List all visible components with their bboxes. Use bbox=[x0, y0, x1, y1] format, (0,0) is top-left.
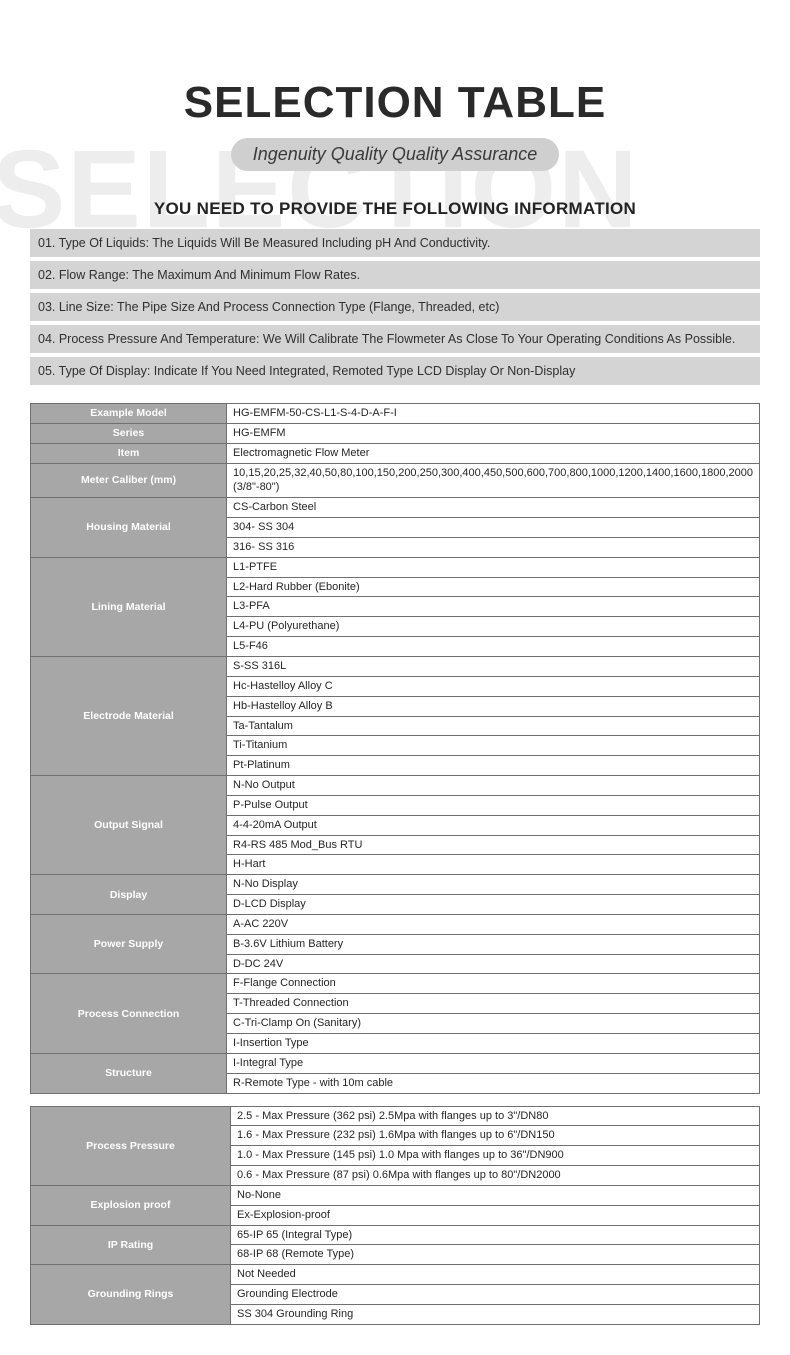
spec-value: 316- SS 316 bbox=[227, 537, 760, 557]
table-row: Process ConnectionF-Flange Connection bbox=[31, 974, 760, 994]
table-row: Power SupplyA-AC 220V bbox=[31, 914, 760, 934]
info-row: 01. Type Of Liquids: The Liquids Will Be… bbox=[30, 229, 760, 257]
spec-value: 2.5 - Max Pressure (362 psi) 2.5Mpa with… bbox=[231, 1106, 760, 1126]
table-row: Process Pressure2.5 - Max Pressure (362 … bbox=[31, 1106, 760, 1126]
spec-value: B-3.6V Lithium Battery bbox=[227, 934, 760, 954]
spec-value: R4-RS 485 Mod_Bus RTU bbox=[227, 835, 760, 855]
specification-table-1: Example ModelHG-EMFM-50-CS-L1-S-4-D-A-F-… bbox=[30, 403, 760, 1094]
spec-value: 304- SS 304 bbox=[227, 518, 760, 538]
table-row: ItemElectromagnetic Flow Meter bbox=[31, 443, 760, 463]
spec-value: No-None bbox=[231, 1185, 760, 1205]
spec-value: L4-PU (Polyurethane) bbox=[227, 617, 760, 637]
table-row: Lining MaterialL1-PTFE bbox=[31, 557, 760, 577]
info-row: 05. Type Of Display: Indicate If You Nee… bbox=[30, 357, 760, 385]
table-row: DisplayN-No Display bbox=[31, 875, 760, 895]
spec-value: F-Flange Connection bbox=[227, 974, 760, 994]
spec-value: 10,15,20,25,32,40,50,80,100,150,200,250,… bbox=[227, 463, 760, 498]
spec-label: Item bbox=[31, 443, 227, 463]
spec-label: Power Supply bbox=[31, 914, 227, 974]
spec-label: Display bbox=[31, 875, 227, 915]
table-row: Housing MaterialCS-Carbon Steel bbox=[31, 498, 760, 518]
spec-value: SS 304 Grounding Ring bbox=[231, 1304, 760, 1324]
table-row: StructureI-Integral Type bbox=[31, 1053, 760, 1073]
spec-value: Ti-Titanium bbox=[227, 736, 760, 756]
info-list: 01. Type Of Liquids: The Liquids Will Be… bbox=[30, 229, 760, 385]
spec-value: Pt-Platinum bbox=[227, 756, 760, 776]
table-row: Explosion proofNo-None bbox=[31, 1185, 760, 1205]
spec-label: Electrode Material bbox=[31, 656, 227, 775]
info-row: 02. Flow Range: The Maximum And Minimum … bbox=[30, 261, 760, 289]
table-row: Grounding RingsNot Needed bbox=[31, 1265, 760, 1285]
spec-value: S-SS 316L bbox=[227, 656, 760, 676]
table-row: Example ModelHG-EMFM-50-CS-L1-S-4-D-A-F-… bbox=[31, 404, 760, 424]
spec-value: 65-IP 65 (Integral Type) bbox=[231, 1225, 760, 1245]
spec-value: P-Pulse Output bbox=[227, 795, 760, 815]
spec-value: C-Tri-Clamp On (Sanitary) bbox=[227, 1014, 760, 1034]
spec-label: Grounding Rings bbox=[31, 1265, 231, 1325]
spec-value: D-DC 24V bbox=[227, 954, 760, 974]
spec-label: Explosion proof bbox=[31, 1185, 231, 1225]
subtitle-pill: Ingenuity Quality Quality Assurance bbox=[231, 138, 559, 171]
spec-value: A-AC 220V bbox=[227, 914, 760, 934]
spec-value: 68-IP 68 (Remote Type) bbox=[231, 1245, 760, 1265]
spec-value: Not Needed bbox=[231, 1265, 760, 1285]
table-row: IP Rating65-IP 65 (Integral Type) bbox=[31, 1225, 760, 1245]
spec-value: L3-PFA bbox=[227, 597, 760, 617]
spec-label: Process Connection bbox=[31, 974, 227, 1053]
spec-value: CS-Carbon Steel bbox=[227, 498, 760, 518]
info-row: 03. Line Size: The Pipe Size And Process… bbox=[30, 293, 760, 321]
spec-value: R-Remote Type - with 10m cable bbox=[227, 1073, 760, 1093]
spec-label: Housing Material bbox=[31, 498, 227, 558]
spec-value: H-Hart bbox=[227, 855, 760, 875]
spec-label: Series bbox=[31, 423, 227, 443]
page-title: SELECTION TABLE bbox=[30, 78, 760, 128]
spec-label: Output Signal bbox=[31, 776, 227, 875]
spec-value: Ta-Tantalum bbox=[227, 716, 760, 736]
spec-value: I-Insertion Type bbox=[227, 1034, 760, 1054]
spec-label: IP Rating bbox=[31, 1225, 231, 1265]
spec-label: Lining Material bbox=[31, 557, 227, 656]
specification-table-2: Process Pressure2.5 - Max Pressure (362 … bbox=[30, 1106, 760, 1325]
spec-label: Structure bbox=[31, 1053, 227, 1093]
spec-value: L5-F46 bbox=[227, 637, 760, 657]
spec-value: D-LCD Display bbox=[227, 895, 760, 915]
spec-value: Ex-Explosion-proof bbox=[231, 1205, 760, 1225]
spec-value: HG-EMFM bbox=[227, 423, 760, 443]
spec-value: I-Integral Type bbox=[227, 1053, 760, 1073]
spec-value: Grounding Electrode bbox=[231, 1285, 760, 1305]
spec-value: L2-Hard Rubber (Ebonite) bbox=[227, 577, 760, 597]
spec-value: T-Threaded Connection bbox=[227, 994, 760, 1014]
spec-value: 1.6 - Max Pressure (232 psi) 1.6Mpa with… bbox=[231, 1126, 760, 1146]
spec-label: Process Pressure bbox=[31, 1106, 231, 1185]
spec-value: 1.0 - Max Pressure (145 psi) 1.0 Mpa wit… bbox=[231, 1146, 760, 1166]
spec-value: Hb-Hastelloy Alloy B bbox=[227, 696, 760, 716]
section-heading: YOU NEED TO PROVIDE THE FOLLOWING INFORM… bbox=[30, 199, 760, 219]
spec-label: Example Model bbox=[31, 404, 227, 424]
table-row: Output SignalN-No Output bbox=[31, 776, 760, 796]
info-row: 04. Process Pressure And Temperature: We… bbox=[30, 325, 760, 353]
table-row: Electrode MaterialS-SS 316L bbox=[31, 656, 760, 676]
table-row: SeriesHG-EMFM bbox=[31, 423, 760, 443]
spec-value: N-No Display bbox=[227, 875, 760, 895]
spec-value: 4-4-20mA Output bbox=[227, 815, 760, 835]
spec-value: HG-EMFM-50-CS-L1-S-4-D-A-F-I bbox=[227, 404, 760, 424]
spec-value: Electromagnetic Flow Meter bbox=[227, 443, 760, 463]
spec-value: Hc-Hastelloy Alloy C bbox=[227, 676, 760, 696]
spec-value: N-No Output bbox=[227, 776, 760, 796]
spec-value: L1-PTFE bbox=[227, 557, 760, 577]
spec-label: Meter Caliber (mm) bbox=[31, 463, 227, 498]
page-content: SELECTION TABLE Ingenuity Quality Qualit… bbox=[0, 78, 790, 1355]
spec-value: 0.6 - Max Pressure (87 psi) 0.6Mpa with … bbox=[231, 1166, 760, 1186]
table-row: Meter Caliber (mm)10,15,20,25,32,40,50,8… bbox=[31, 463, 760, 498]
